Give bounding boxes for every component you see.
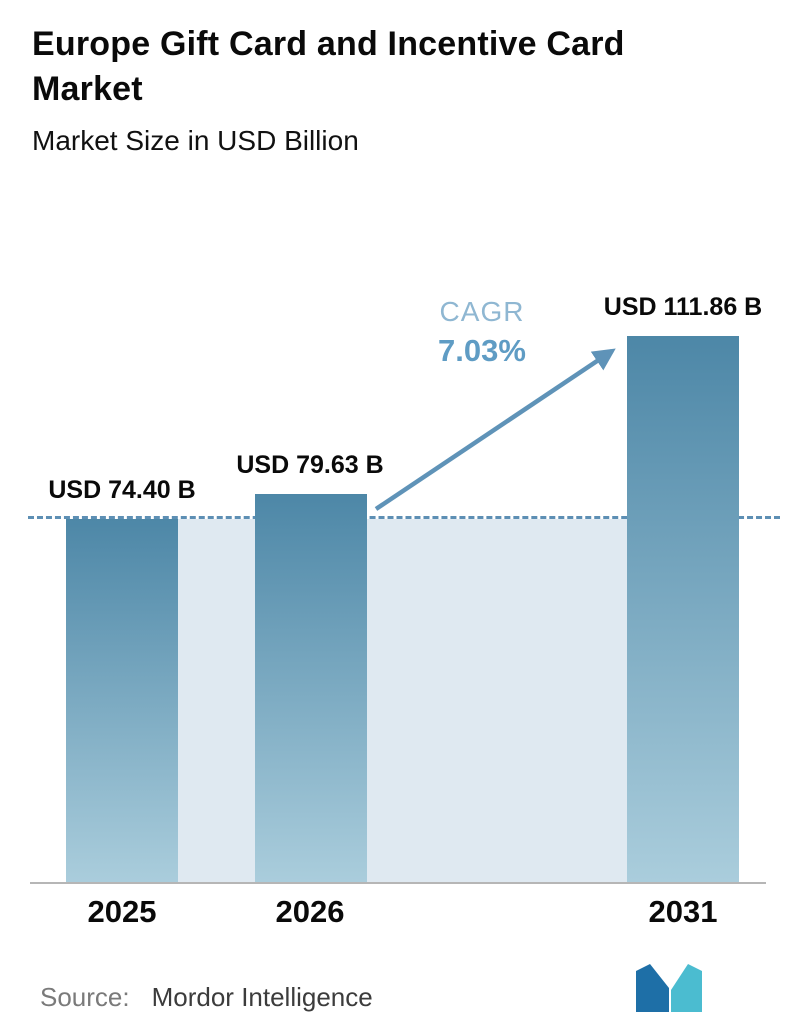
reference-band [66, 519, 739, 882]
logo-left-shape [636, 964, 669, 1012]
cagr-label: CAGR [439, 296, 525, 327]
bar-2026 [255, 494, 367, 882]
source-value: Mordor Intelligence [151, 982, 373, 1012]
logo-right-shape [671, 964, 702, 1012]
value-label-2025: USD 74.40 B [48, 476, 196, 505]
chart-header: Europe Gift Card and Incentive Card Mark… [32, 22, 744, 157]
chart-subtitle: Market Size in USD Billion [32, 124, 359, 156]
chart-title: Europe Gift Card and Incentive Card Mark… [32, 25, 625, 108]
bar-chart-plot: USD 74.40 B USD 79.63 B USD 111.86 B CAG… [28, 282, 780, 884]
cagr-value: 7.03% [438, 333, 526, 368]
source-attribution: Source: Mordor Intelligence [40, 982, 373, 1013]
cagr-annotation: CAGR 7.03% [438, 296, 526, 369]
bar-2031 [627, 336, 739, 882]
value-label-2026: USD 79.63 B [236, 451, 384, 480]
bar-2025 [66, 519, 178, 882]
growth-arrow-icon [374, 348, 616, 511]
value-label-2031: USD 111.86 B [603, 293, 763, 322]
x-tick-2031: 2031 [648, 894, 718, 929]
arrow-line [374, 348, 616, 511]
x-axis-line [30, 882, 766, 884]
x-tick-2025: 2025 [87, 894, 157, 929]
dashed-reference-line [28, 516, 780, 519]
source-label: Source: [40, 982, 130, 1012]
x-tick-2026: 2026 [275, 894, 345, 929]
mordor-intelligence-logo [636, 964, 702, 1012]
